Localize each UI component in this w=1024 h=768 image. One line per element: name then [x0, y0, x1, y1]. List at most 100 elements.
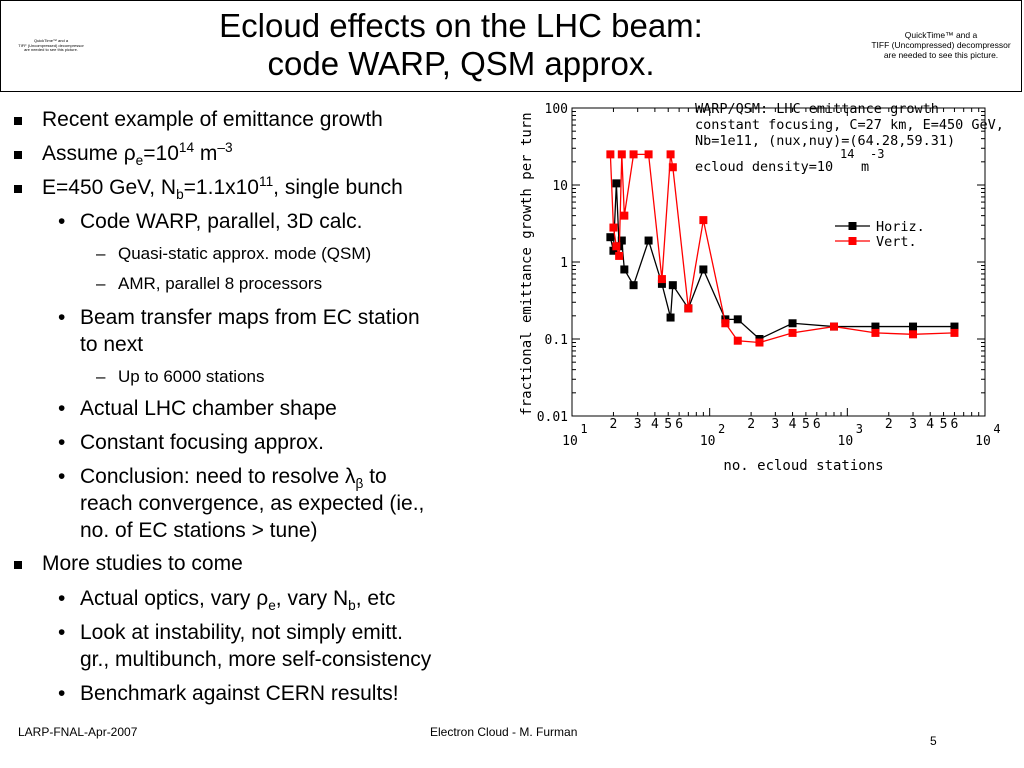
bullet-benchmark: Benchmark against CERN results! [80, 682, 399, 705]
data-point-horiz [609, 246, 618, 255]
data-point-horiz [871, 322, 880, 331]
bullet-emittance-growth: Recent example of emittance growth [42, 108, 383, 131]
footer-left: LARP-FNAL-Apr-2007 [18, 725, 138, 739]
quicktime-placeholder-left: QuickTime™ and a TIFF (Uncompressed) dec… [3, 38, 99, 53]
data-point-vert [699, 216, 708, 225]
data-point-horiz [699, 265, 708, 274]
x-minor-tick-label: 6 [675, 417, 683, 432]
bullet-beam-transfer-cont: to next [80, 333, 144, 356]
y-tick-label: 0.01 [537, 410, 568, 425]
x-minor-tick-label: 6 [951, 417, 959, 432]
data-point-vert [829, 322, 838, 331]
data-point-vert [755, 338, 764, 347]
bullet-instability-cont: gr., multibunch, more self-consistency [80, 648, 432, 671]
data-point-vert [684, 304, 693, 313]
data-point-horiz [733, 315, 742, 324]
quicktime-right-line1: QuickTime™ and a [904, 30, 978, 40]
x-tick-label-base: 10 [562, 434, 578, 449]
data-point-vert [666, 150, 675, 159]
slide-title-line2: code WARP, QSM approx. [267, 45, 655, 82]
x-tick-label-base: 10 [838, 434, 854, 449]
x-axis-label: no. ecloud stations [723, 458, 883, 474]
x-minor-tick-label: 4 [651, 417, 659, 432]
data-point-horiz [620, 265, 629, 274]
data-point-vert [612, 242, 621, 251]
x-tick-label-exponent: 1 [580, 422, 587, 436]
bullet-assume-density: Assume ρe=1014 m–3 [42, 140, 233, 169]
chart-title-line: WARP/QSM: LHC emittance growth [695, 101, 939, 117]
dash-bullet-icon: – [96, 244, 106, 263]
chart-title-line: Nb=1e11, (nux,nuy)=(64.28,59.31) [695, 133, 955, 149]
x-tick-label-base: 10 [975, 434, 991, 449]
y-tick-label: 10 [552, 179, 568, 194]
x-tick-label-exponent: 4 [993, 422, 1000, 436]
bullet-stations: Up to 6000 stations [118, 367, 265, 386]
title-bar: QuickTime™ and a TIFF (Uncompressed) dec… [0, 0, 1022, 92]
dash-bullet-icon: – [96, 367, 106, 386]
quicktime-right-line3: are needed to see this picture. [883, 49, 999, 60]
data-point-horiz [606, 233, 615, 242]
footer-center: Electron Cloud - M. Furman [430, 725, 578, 739]
x-minor-tick-label: 4 [789, 417, 797, 432]
data-point-vert [909, 330, 918, 339]
bullet-amr: AMR, parallel 8 processors [118, 274, 323, 293]
series-line-horiz [609, 183, 955, 340]
y-tick-label: 0.1 [545, 333, 568, 348]
data-point-vert [668, 163, 677, 172]
data-point-vert [871, 328, 880, 337]
bullet-chamber-shape: Actual LHC chamber shape [80, 397, 337, 420]
data-point-horiz [950, 322, 959, 331]
density-unit-exponent: -3 [870, 147, 884, 161]
bullet-more-studies: More studies to come [42, 552, 243, 575]
quicktime-left-line2: TIFF (Uncompressed) decompressor [18, 42, 84, 48]
dot-bullet-icon: • [58, 682, 66, 705]
y-tick-label: 100 [545, 102, 568, 117]
bullet-conclusion: Conclusion: need to resolve λβ to [80, 465, 387, 492]
data-point-horiz [612, 179, 621, 188]
bullet-instability: Look at instability, not simply emitt. [80, 621, 403, 644]
quicktime-left-line3: are needed to see this picture. [24, 47, 78, 53]
dot-bullet-icon: • [58, 465, 66, 488]
data-point-horiz [657, 279, 666, 288]
x-minor-tick-label: 5 [940, 417, 948, 432]
bullet-conclusion-cont1: reach convergence, as expected (ie., [80, 492, 425, 515]
data-point-vert [950, 328, 959, 337]
legend-marker [848, 237, 857, 245]
x-minor-tick-label: 4 [926, 417, 934, 432]
bullet-energy: E=450 GeV, Nb=1.1x1011, single bunch [42, 174, 403, 203]
dot-bullet-icon: • [58, 621, 66, 644]
quicktime-placeholder-right: QuickTime™ and a TIFF (Uncompressed) dec… [861, 30, 1021, 60]
data-point-vert [606, 150, 615, 159]
x-minor-tick-label: 2 [885, 417, 893, 432]
bullet-constant-focusing: Constant focusing approx. [80, 431, 324, 454]
data-point-horiz [788, 319, 797, 328]
data-point-vert [629, 150, 638, 159]
square-bullet-icon [14, 117, 22, 125]
density-unit: m [861, 159, 869, 175]
data-point-horiz [617, 236, 626, 245]
data-point-horiz [666, 313, 675, 322]
square-bullet-icon [14, 185, 22, 193]
legend-marker [848, 222, 857, 230]
x-minor-tick-label: 5 [802, 417, 810, 432]
data-point-vert [644, 150, 653, 159]
x-minor-tick-label: 2 [610, 417, 618, 432]
x-minor-tick-label: 5 [664, 417, 672, 432]
bullet-actual-optics: Actual optics, vary ρe, vary Nb, etc [80, 587, 396, 614]
dot-bullet-icon: • [58, 431, 66, 454]
density-label: ecloud density=10 [695, 159, 833, 175]
x-tick-label-exponent: 2 [718, 422, 725, 436]
dot-bullet-icon: • [58, 306, 66, 329]
data-point-vert [620, 211, 629, 220]
x-tick-label-base: 10 [700, 434, 716, 449]
legend-label: Vert. [876, 234, 917, 250]
density-exponent: 14 [840, 147, 854, 161]
square-bullet-icon [14, 561, 22, 569]
x-minor-tick-label: 3 [634, 417, 642, 432]
data-point-horiz [668, 281, 677, 290]
bullet-beam-transfer: Beam transfer maps from EC station [80, 306, 420, 329]
data-point-vert [617, 150, 626, 159]
dot-bullet-icon: • [58, 587, 66, 610]
data-point-vert [721, 319, 730, 328]
